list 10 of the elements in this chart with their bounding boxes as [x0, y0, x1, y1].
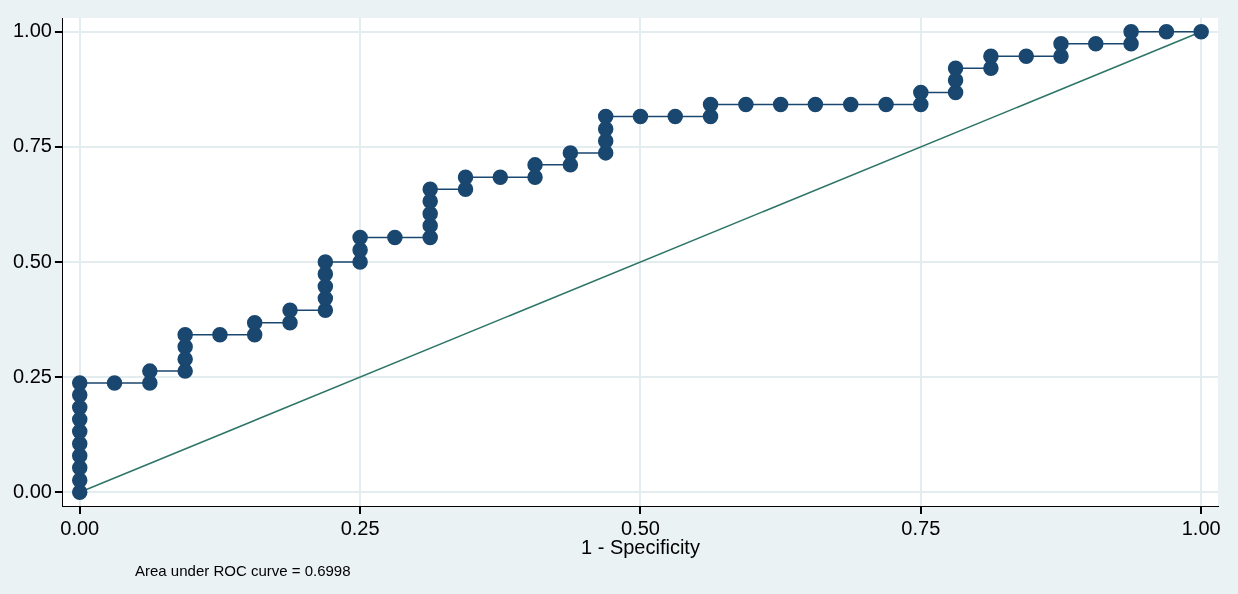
text: Area under ROC curve = 0.6998	[135, 562, 351, 579]
y-tick-label: 1.00	[12, 19, 52, 42]
x-tick-label: 1.00	[1181, 516, 1221, 539]
y-tick-label: 0.25	[12, 364, 52, 387]
y-tick-label: 0.75	[12, 134, 52, 157]
y-tick-label: 0.50	[12, 249, 52, 272]
x-tick-label: 0.00	[60, 516, 100, 539]
x-tick-label: 0.75	[901, 516, 941, 539]
y-tick-label: 0.00	[12, 479, 52, 502]
x-tick-label: 0.25	[340, 516, 380, 539]
